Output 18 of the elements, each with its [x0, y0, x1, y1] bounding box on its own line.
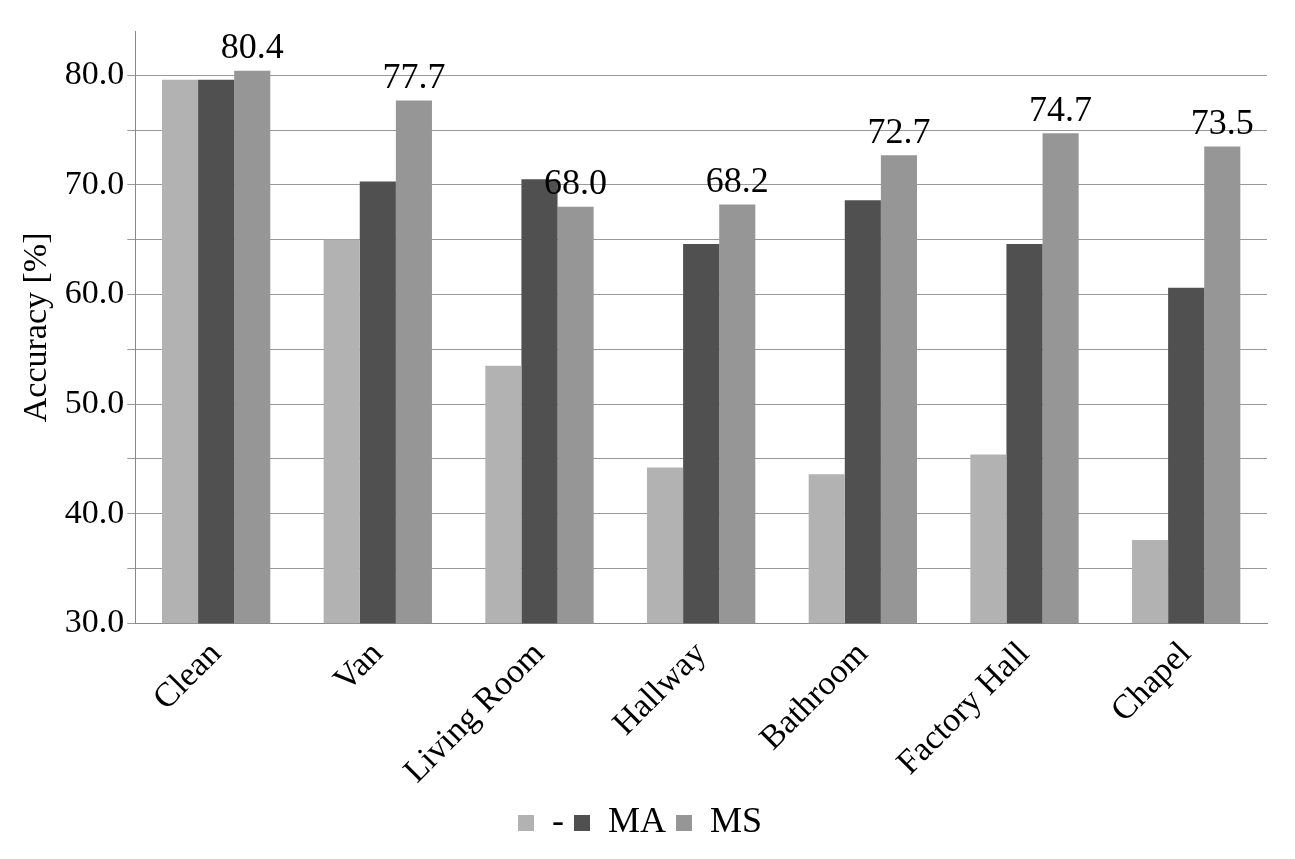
data-label: 80.4 [220, 26, 284, 67]
data-label: 74.7 [1029, 88, 1093, 129]
y-tick-label: 80.0 [64, 54, 125, 92]
legend-label: MS [709, 800, 763, 841]
y-tick-label: 30.0 [64, 602, 125, 640]
legend-label: MA [607, 800, 666, 841]
data-label: 77.7 [382, 55, 446, 96]
legend-label: - [551, 800, 564, 841]
y-tick-label: 40.0 [64, 492, 125, 530]
data-label: 73.5 [1190, 101, 1254, 142]
y-tick-label: 70.0 [64, 163, 125, 201]
data-label: 68.0 [544, 162, 608, 203]
y-tick-label: 50.0 [64, 382, 125, 420]
data-label: 68.2 [705, 160, 769, 201]
y-axis-title: Accuracy [%] [16, 232, 54, 423]
y-tick-label: 60.0 [64, 273, 125, 311]
data-label: 72.7 [867, 110, 931, 151]
x-tick-label: Van [325, 633, 390, 698]
